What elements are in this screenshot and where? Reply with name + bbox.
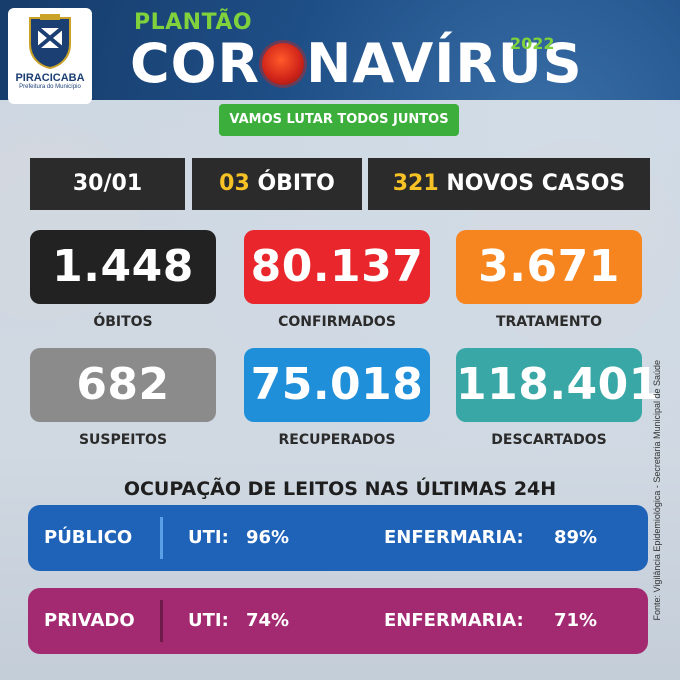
sector-label: PÚBLICO <box>44 527 133 548</box>
kicker: PLANTÃO <box>134 10 253 35</box>
daily-deaths-box: 03 ÓBITO <box>192 158 362 210</box>
new-cases-count: 321 <box>392 171 439 196</box>
stat-value: 75.018 <box>250 359 424 410</box>
coat-of-arms-icon <box>26 14 74 70</box>
source-note: Fonte: Vigilância Epidemiológica - Secre… <box>652 360 670 660</box>
title-part-1: COR <box>130 32 261 95</box>
beds-row-private: PRIVADO UTI: 74% ENFERMARIA: 71% <box>28 588 648 654</box>
stat-value: 682 <box>76 359 170 410</box>
new-cases-box: 321 NOVOS CASOS <box>368 158 650 210</box>
ward-label: ENFERMARIA: <box>384 610 524 631</box>
date-box: 30/01 <box>30 158 185 210</box>
logo-subtitle: Prefeitura do Município <box>19 84 81 90</box>
source-text: Fonte: Vigilância Epidemiológica - Secre… <box>652 360 662 621</box>
stat-value: 80.137 <box>250 241 424 292</box>
stat-label: RECUPERADOS <box>278 432 396 448</box>
divider <box>160 600 163 642</box>
city-logo: PIRACICABA Prefeitura do Município <box>8 8 92 104</box>
stat-card-descartados: 118.401 <box>456 348 659 422</box>
new-cases-label: NOVOS CASOS <box>446 171 626 196</box>
stat-value: 1.448 <box>52 241 194 292</box>
stat-card-obitos: 1.448 <box>30 230 216 304</box>
stat-card-recuperados: 75.018 <box>244 348 430 422</box>
stat-label: SUSPEITOS <box>78 432 168 448</box>
daily-deaths-count: 03 <box>219 171 250 196</box>
stat-label: CONFIRMADOS <box>278 314 396 330</box>
uti-label: UTI: <box>188 610 229 631</box>
stat-label: DESCARTADOS <box>491 432 607 448</box>
stat-card-suspeitos: 682 <box>30 348 216 422</box>
stat-card-confirmados: 80.137 <box>244 230 430 304</box>
divider <box>160 517 163 559</box>
stat-card-tratamento: 3.671 <box>456 230 642 304</box>
page-title: COR NAVÍRUS <box>130 34 583 94</box>
stat-value: 3.671 <box>478 241 620 292</box>
motto-banner: VAMOS LUTAR TODOS JUNTOS <box>219 104 459 136</box>
sector-label: PRIVADO <box>44 610 135 631</box>
uti-value: 74% <box>246 610 290 631</box>
uti-value: 96% <box>246 527 290 548</box>
virus-icon <box>262 43 305 85</box>
beds-heading: OCUPAÇÃO DE LEITOS NAS ÚLTIMAS 24H <box>123 478 557 500</box>
ward-value: 71% <box>554 610 598 631</box>
ward-label: ENFERMARIA: <box>384 527 524 548</box>
stat-label: TRATAMENTO <box>495 314 603 330</box>
date: 30/01 <box>72 171 143 196</box>
title-part-2: NAVÍRUS <box>306 32 583 95</box>
beds-row-public: PÚBLICO UTI: 96% ENFERMARIA: 89% <box>28 505 648 571</box>
logo-name: PIRACICABA <box>15 72 85 84</box>
uti-label: UTI: <box>188 527 229 548</box>
stat-value: 118.401 <box>456 359 660 410</box>
ward-value: 89% <box>554 527 598 548</box>
daily-deaths-label: ÓBITO <box>257 171 335 196</box>
year: 2022 <box>510 34 555 53</box>
stat-label: ÓBITOS <box>93 314 153 330</box>
